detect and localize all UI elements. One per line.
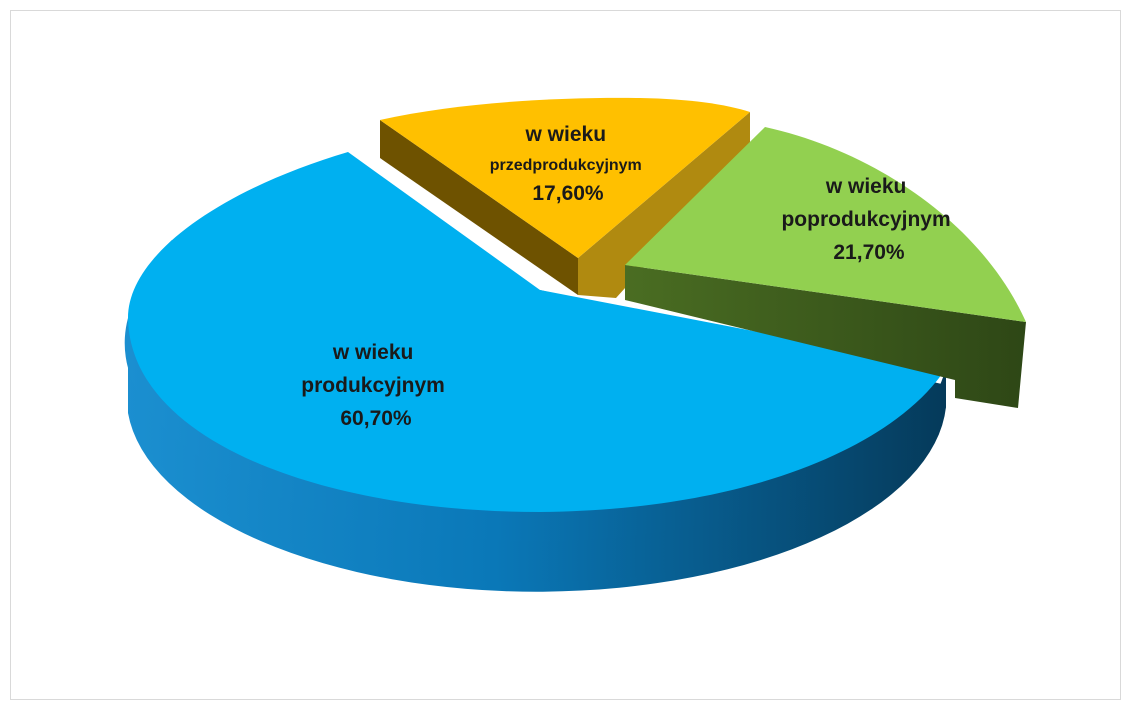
- slice-produkcyjnym-top: [128, 152, 946, 512]
- slice-przedprodukcyjnym-top: [380, 97, 750, 258]
- slice-poprodukcyjnym-side: [625, 265, 1026, 408]
- slice-produkcyjnym-side-lower: [124, 318, 946, 583]
- slice-przedprodukcyjnym: w wieku przedprodukcyjnym 17,60%: [380, 97, 750, 298]
- slice-produkcyjnym: w wieku produkcyjnym 60,70%: [124, 152, 946, 592]
- slice-przedprodukcyjnym-label: w wieku przedprodukcyjnym 17,60%: [490, 123, 646, 205]
- slice-poprodukcyjnym-top: [625, 127, 1026, 322]
- slice-poprodukcyjnym: w wieku poprodukcyjnym 21,70%: [625, 127, 1026, 408]
- slice-produkcyjnym-label: w wieku produkcyjnym 60,70%: [301, 341, 450, 430]
- slice-poprodukcyjnym-label: w wieku poprodukcyjnym 21,70%: [781, 175, 956, 264]
- slice-przedprodukcyjnym-side-right: [578, 112, 750, 298]
- slice-przedprodukcyjnym-side-left: [380, 120, 578, 295]
